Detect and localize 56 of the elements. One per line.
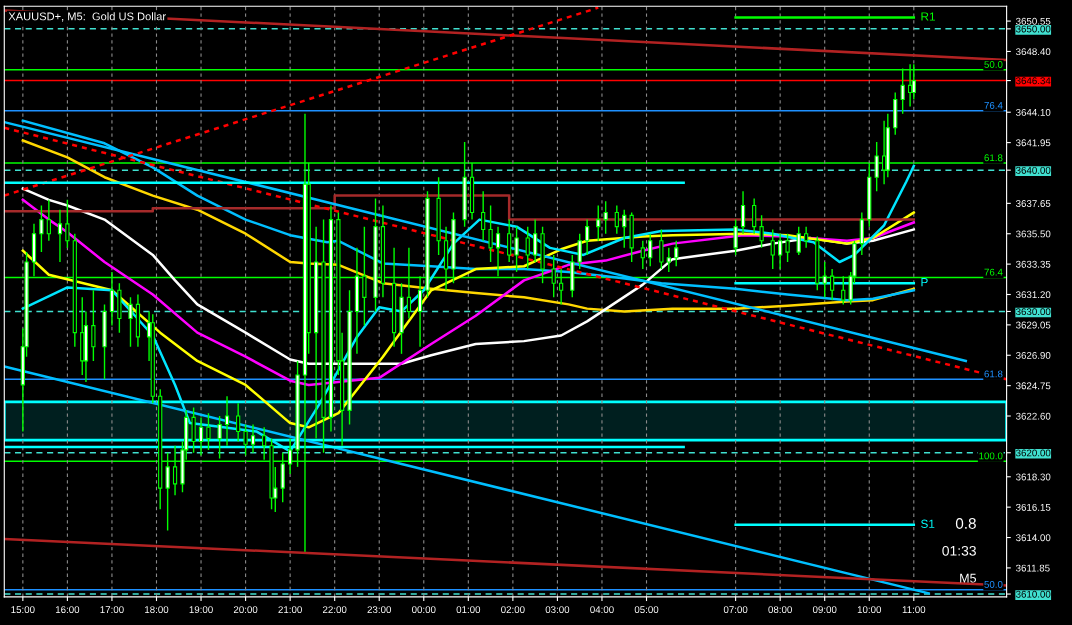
y-tick-label: 3620.00	[1016, 449, 1051, 457]
annotation: 50.0	[984, 61, 1003, 68]
y-tick-label: 3637.65	[1016, 200, 1051, 207]
annotation: 76.4	[984, 268, 1003, 276]
annotation: 76.4	[984, 102, 1003, 109]
x-tick-label: 05:00	[634, 606, 659, 614]
x-tick-label: 04:00	[590, 606, 614, 614]
x-tick-label: 09:00	[812, 606, 837, 614]
y-tick-label: 3641.95	[1016, 139, 1051, 147]
annotation: 0.8	[955, 518, 976, 529]
y-tick-label: 3644.10	[1016, 108, 1051, 116]
y-tick-label: 3635.50	[1016, 230, 1051, 238]
y-tick-label: 3629.05	[1016, 321, 1051, 329]
x-tick-label: 01:00	[456, 606, 481, 614]
x-tick-label: 18:00	[145, 606, 169, 614]
y-tick-label: 3614.00	[1016, 534, 1051, 542]
y-tick-label: 3650.00	[1016, 25, 1051, 33]
y-tick-label: 3648.40	[1016, 48, 1051, 56]
annotation: 100.0	[979, 452, 1003, 460]
y-tick-label: 3626.90	[1016, 351, 1051, 359]
y-tick-label: 3650.55	[1016, 17, 1051, 25]
x-tick-label: 07:00	[723, 606, 748, 614]
x-tick-label: 15:00	[11, 606, 35, 614]
annotation: 50.0	[984, 581, 1003, 588]
y-tick-label: 3624.75	[1016, 382, 1051, 390]
y-tick-label: 3646.34	[1016, 77, 1051, 85]
x-tick-label: 21:00	[278, 606, 302, 614]
series-label: S1	[921, 519, 935, 528]
x-tick-label: 10:00	[857, 606, 882, 614]
series-label: R1	[921, 12, 935, 21]
y-tick-label: 3631.20	[1016, 291, 1051, 299]
y-tick-label: 3633.35	[1016, 260, 1051, 268]
series-label: P	[921, 278, 928, 287]
y-tick-label: 3616.15	[1016, 503, 1051, 511]
y-tick-label: 3611.85	[1016, 564, 1050, 572]
chart-title: XAUUSD+, M5: Gold US Dollar	[8, 12, 166, 22]
annotation: 01:33	[942, 545, 976, 556]
x-tick-label: 02:00	[501, 606, 525, 614]
x-tick-label: 03:00	[545, 606, 570, 614]
y-tick-label: 3622.60	[1016, 412, 1051, 420]
x-tick-label: 16:00	[55, 606, 80, 614]
x-tick-label: 00:00	[411, 606, 436, 614]
x-tick-label: 17:00	[100, 606, 124, 614]
x-tick-label: 23:00	[367, 606, 392, 614]
y-tick-label: 3618.30	[1016, 473, 1051, 481]
x-tick-label: 11:00	[902, 606, 926, 614]
y-tick-label: 3640.00	[1016, 166, 1051, 174]
x-tick-label: 19:00	[189, 606, 213, 614]
y-tick-label: 3630.00	[1016, 308, 1051, 316]
y-tick-label: 3610.00	[1016, 590, 1051, 598]
x-tick-label: 20:00	[233, 606, 258, 614]
x-tick-label: 22:00	[323, 606, 347, 614]
annotation: 61.8	[984, 370, 1003, 378]
annotation: 61.8	[984, 154, 1003, 162]
x-tick-label: 08:00	[768, 606, 792, 614]
annotation: M5	[960, 573, 977, 583]
